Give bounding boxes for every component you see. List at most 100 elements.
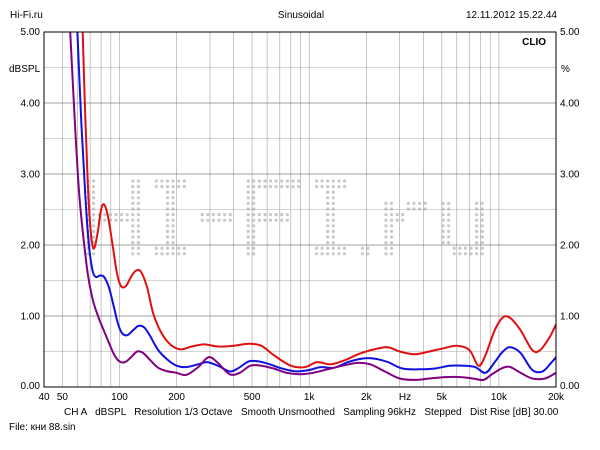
watermark-dot — [326, 241, 330, 245]
watermark-dot — [252, 218, 256, 222]
watermark-dot — [131, 252, 135, 256]
watermark-dot — [337, 252, 341, 256]
watermark-dot — [252, 201, 256, 205]
watermark-dot — [136, 218, 140, 222]
watermark-dot — [384, 201, 388, 205]
watermark-dot — [165, 218, 170, 222]
watermark-dot — [401, 213, 405, 217]
watermark-dot — [268, 185, 273, 189]
watermark-dot — [360, 252, 364, 256]
watermark-dot — [182, 185, 186, 189]
watermark-dot — [103, 213, 107, 217]
watermark-dot — [252, 213, 256, 217]
y-tick-label-left: 5.00 — [21, 27, 41, 38]
watermark-dot — [154, 246, 158, 250]
watermark-dot — [252, 196, 256, 200]
watermark-dot — [92, 207, 96, 211]
watermark-dot — [211, 213, 216, 217]
watermark-dot — [165, 179, 170, 183]
watermark-dot — [171, 218, 175, 222]
watermark-dot — [314, 252, 319, 256]
watermark-dot — [331, 246, 335, 250]
watermark-dot — [337, 246, 341, 250]
watermark-dot — [154, 252, 158, 256]
watermark-dot — [136, 241, 140, 245]
watermark-dot — [463, 246, 468, 250]
watermark-dot — [252, 185, 256, 189]
watermark-dot — [136, 201, 140, 205]
watermark-dot — [182, 179, 186, 183]
watermark-dot — [206, 213, 210, 217]
watermark-dot — [92, 252, 96, 256]
watermark-dot — [320, 246, 324, 250]
watermark-dot — [136, 179, 140, 183]
watermark-dot — [475, 207, 479, 211]
watermark-dot — [177, 252, 181, 256]
watermark-dot — [252, 235, 256, 239]
watermark-dot — [131, 185, 135, 189]
watermark-dot — [136, 196, 140, 200]
y-tick-label-right: 0.00 — [560, 381, 580, 392]
watermark-dot — [384, 229, 388, 233]
y-tick-label-left: 0.00 — [21, 381, 41, 392]
watermark-dot — [246, 241, 250, 245]
watermark-dot — [165, 252, 170, 256]
x-tick-label: 100 — [111, 392, 128, 403]
watermark-dot — [331, 224, 335, 228]
watermark-dot — [131, 241, 135, 245]
watermark-dot — [246, 179, 250, 183]
watermark-dot — [320, 252, 324, 256]
watermark-dot — [171, 196, 175, 200]
watermark-dot — [171, 235, 175, 239]
watermark-dot — [326, 196, 330, 200]
watermark-dot — [120, 218, 124, 222]
x-tick-label: Hz — [399, 392, 411, 403]
plot-series — [69, 31, 557, 382]
x-tick-label: 5k — [437, 392, 449, 403]
plot-grid — [44, 32, 556, 387]
watermark-dot — [326, 224, 330, 228]
watermark-dot — [337, 179, 341, 183]
watermark-dot — [165, 207, 170, 211]
watermark-dot — [441, 213, 445, 217]
footer-file: File: кни 88.sin — [9, 422, 76, 433]
watermark-dot — [331, 235, 335, 239]
x-tick-label: 40 — [38, 392, 50, 403]
watermark-dot — [165, 229, 170, 233]
watermark-dot — [257, 179, 261, 183]
watermark-dot — [475, 235, 479, 239]
watermark-dot — [211, 218, 216, 222]
watermark-dot — [475, 252, 479, 256]
watermark-dot — [171, 224, 175, 228]
y-axis-right-label: % — [561, 64, 570, 75]
watermark-dot — [423, 201, 427, 205]
watermark-dot — [447, 224, 451, 228]
watermark-dot — [384, 241, 388, 245]
watermark-dot — [246, 246, 250, 250]
watermark-dot — [246, 252, 250, 256]
watermark-dot — [342, 252, 347, 256]
watermark-dot — [458, 246, 462, 250]
x-tick-label: 50 — [57, 392, 69, 403]
watermark-dot — [131, 196, 135, 200]
watermark-dot — [342, 185, 347, 189]
watermark-dot — [92, 179, 96, 183]
watermark-dot — [326, 179, 330, 183]
watermark-dot — [177, 246, 181, 250]
watermark-dot — [252, 246, 256, 250]
watermark-dot — [389, 224, 394, 228]
watermark-dot — [131, 213, 135, 217]
watermark-dot — [389, 213, 394, 217]
watermark-dot — [475, 229, 479, 233]
watermark-dot — [154, 185, 158, 189]
watermark-dot — [274, 179, 278, 183]
watermark-dot — [296, 179, 301, 183]
watermark-dot — [165, 190, 170, 194]
watermark-dot — [331, 213, 335, 217]
watermark-dot — [452, 252, 456, 256]
watermark-dot — [252, 229, 256, 233]
y-tick-label-left: 1.00 — [21, 312, 41, 323]
watermark-dot — [291, 185, 295, 189]
watermark-dot — [331, 207, 335, 211]
series-line-1 — [81, 31, 557, 369]
